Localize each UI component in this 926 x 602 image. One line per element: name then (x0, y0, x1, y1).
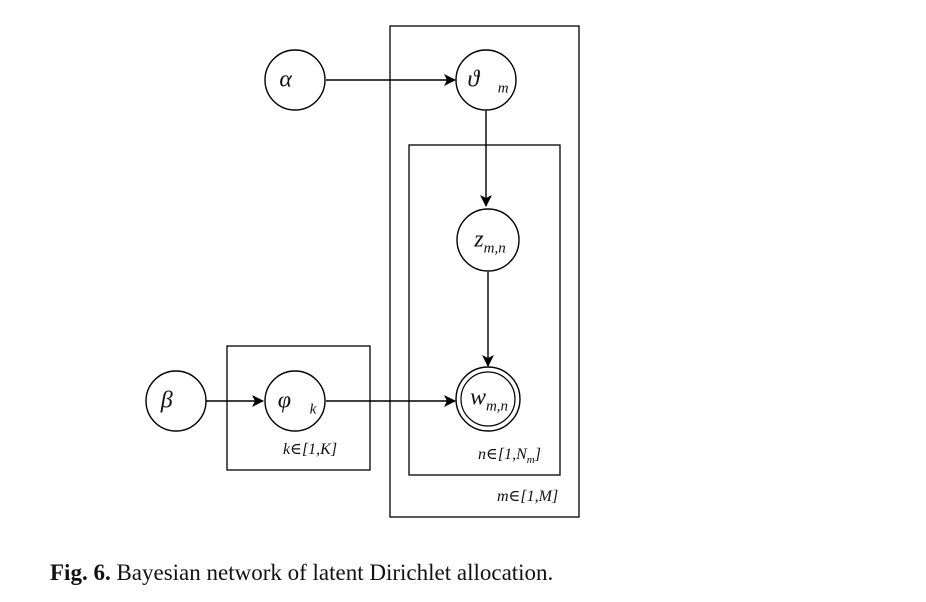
plate-n (408, 144, 561, 476)
node-beta-label: β⃗ (160, 387, 192, 414)
node-z (456, 208, 520, 272)
node-w-outer (455, 366, 521, 432)
plate-k-label: k∈[1,K] (283, 441, 338, 458)
caption-label: Fig. 6. (50, 560, 111, 585)
node-phi-label: φ⃗k (277, 387, 317, 418)
node-alpha-label: α⃗ (279, 66, 311, 93)
figure-caption: Fig. 6. Bayesian network of latent Diric… (50, 560, 553, 586)
node-beta (145, 370, 207, 432)
node-z-label: zm,n (474, 226, 506, 257)
plate-n-label: n∈[1,Nm] (478, 446, 541, 467)
node-alpha (264, 49, 326, 111)
plate-k (226, 345, 371, 471)
plate-m-label: m∈[1,M] (497, 488, 559, 505)
caption-text: Bayesian network of latent Dirichlet all… (110, 560, 554, 585)
node-theta (455, 49, 517, 111)
node-w-inner (460, 371, 516, 427)
plate-m (389, 25, 580, 518)
node-theta-label: ϑ⃗m (467, 66, 509, 97)
node-phi (264, 370, 326, 432)
node-w-label: wm,n (469, 384, 509, 415)
